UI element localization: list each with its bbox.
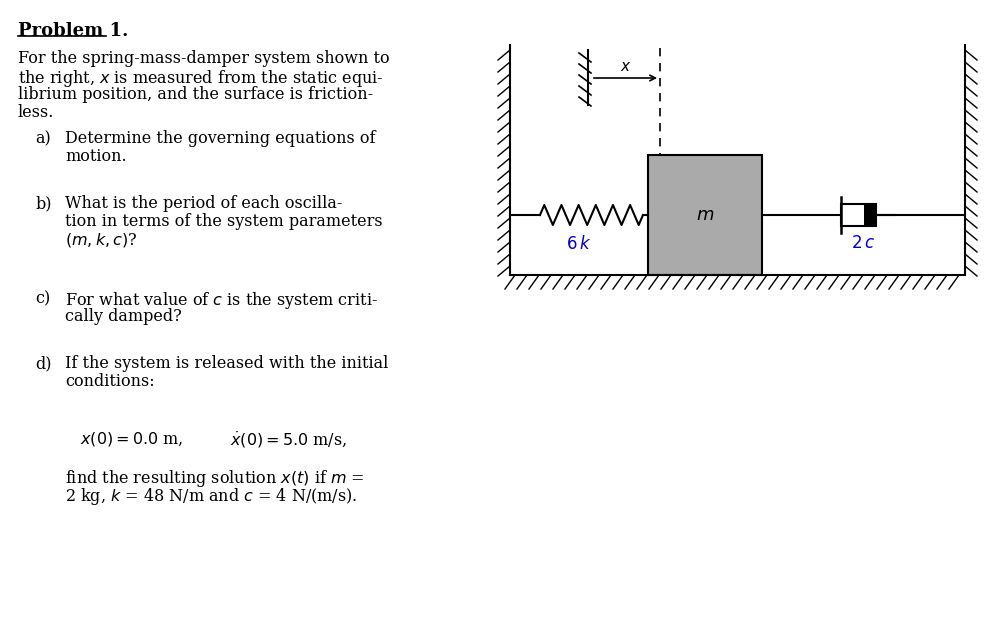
Text: motion.: motion.	[65, 148, 127, 165]
Text: a): a)	[35, 130, 50, 147]
Text: What is the period of each oscilla-: What is the period of each oscilla-	[65, 195, 342, 212]
Text: the right, $x$ is measured from the static equi-: the right, $x$ is measured from the stat…	[18, 68, 384, 89]
Text: c): c)	[35, 290, 50, 307]
Text: $m$: $m$	[696, 206, 714, 224]
Bar	[841, 204, 876, 226]
Text: $x$: $x$	[620, 60, 632, 74]
Bar	[864, 204, 876, 226]
Text: If the system is released with the initial: If the system is released with the initi…	[65, 355, 389, 372]
Bar	[648, 155, 762, 275]
Text: tion in terms of the system parameters: tion in terms of the system parameters	[65, 213, 383, 230]
Text: 2 kg, $k$ = 48 N/m and $c$ = 4 N/(m/s).: 2 kg, $k$ = 48 N/m and $c$ = 4 N/(m/s).	[65, 486, 357, 507]
Text: cally damped?: cally damped?	[65, 308, 182, 325]
Text: less.: less.	[18, 104, 54, 121]
Text: $6\,k$: $6\,k$	[567, 235, 591, 253]
Text: $(m, k, c)$?: $(m, k, c)$?	[65, 231, 137, 249]
Text: librium position, and the surface is friction-: librium position, and the surface is fri…	[18, 86, 373, 103]
Text: conditions:: conditions:	[65, 373, 154, 390]
Text: $x(0) = 0.0$ m,: $x(0) = 0.0$ m,	[80, 430, 183, 448]
Text: find the resulting solution $x(t)$ if $m$ =: find the resulting solution $x(t)$ if $m…	[65, 468, 365, 489]
Text: $\dot{x}(0) = 5.0$ m/s,: $\dot{x}(0) = 5.0$ m/s,	[230, 430, 347, 450]
Text: d): d)	[35, 355, 51, 372]
Text: For the spring-mass-damper system shown to: For the spring-mass-damper system shown …	[18, 50, 390, 67]
Text: Problem 1.: Problem 1.	[18, 22, 129, 40]
Text: $2\,c$: $2\,c$	[852, 235, 875, 252]
Text: b): b)	[35, 195, 51, 212]
Text: Determine the governing equations of: Determine the governing equations of	[65, 130, 376, 147]
Text: For what value of $c$ is the system criti-: For what value of $c$ is the system crit…	[65, 290, 378, 311]
